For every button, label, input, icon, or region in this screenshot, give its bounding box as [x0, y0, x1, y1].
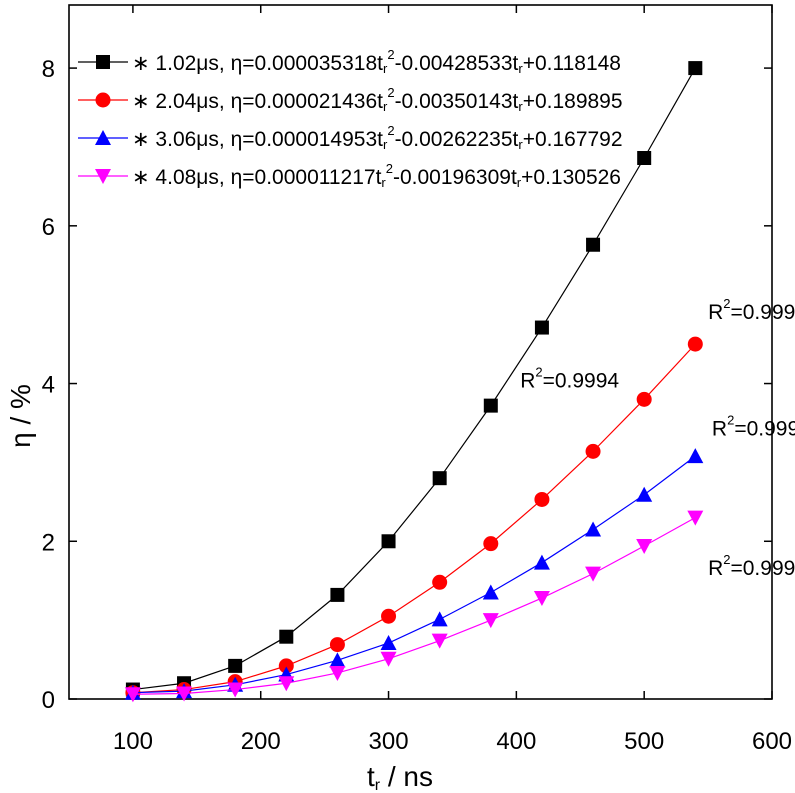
legend: ∗ 1.02μs, η=0.000035318tr2-0.00428533tr+…: [78, 47, 623, 190]
data-point: [330, 587, 345, 602]
data-point: [585, 566, 602, 582]
series-4: [124, 510, 704, 703]
legend-label: ∗ 2.04μs, η=0.000021436tr2-0.00350143tr+…: [132, 85, 623, 114]
x-tick-label: 600: [752, 728, 792, 755]
data-point: [687, 510, 704, 526]
data-point: [585, 521, 602, 537]
data-point: [636, 391, 652, 407]
legend-item: ∗ 1.02μs, η=0.000035318tr2-0.00428533tr+…: [78, 47, 621, 76]
y-tick-label: 0: [42, 687, 55, 714]
data-point: [278, 676, 295, 692]
data-point: [483, 398, 498, 413]
plot-frame: [68, 4, 773, 700]
legend-marker: [95, 169, 111, 184]
legend-item: ∗ 2.04μs, η=0.000021436tr2-0.00350143tr+…: [78, 85, 623, 114]
legend-item: ∗ 3.06μs, η=0.000014953tr2-0.00262235tr+…: [78, 123, 623, 152]
data-point: [431, 611, 448, 627]
data-point: [381, 608, 397, 624]
data-point: [482, 584, 499, 600]
data-point: [278, 658, 294, 674]
r-squared-annotation: R2=0.9996: [708, 296, 795, 324]
series-layer: [124, 61, 704, 703]
data-point: [380, 651, 397, 667]
data-point: [533, 591, 550, 607]
data-point: [482, 613, 499, 629]
series-line: [132, 455, 696, 694]
data-point: [381, 534, 396, 549]
x-tick-label: 100: [113, 728, 153, 755]
data-point: [534, 320, 549, 335]
legend-marker: [95, 130, 111, 145]
series-line: [132, 517, 696, 695]
series-3: [124, 448, 704, 700]
legend-marker: [95, 92, 111, 108]
r-squared-annotation: R2=0.9998: [708, 552, 795, 580]
x-tick-label: 300: [369, 728, 409, 755]
axis-labels: η / % tr / ns: [5, 384, 433, 793]
y-tick-label: 8: [42, 56, 55, 83]
data-point: [228, 658, 243, 673]
data-point: [124, 687, 141, 703]
axis-ticks: 100 200 300 400 500 600 0 2 4 6 8: [42, 5, 792, 755]
data-point: [329, 665, 346, 681]
data-point: [483, 536, 499, 552]
data-point: [688, 61, 703, 76]
legend-label: ∗ 3.06μs, η=0.000014953tr2-0.00262235tr+…: [132, 123, 623, 152]
data-point: [585, 443, 601, 459]
r-squared-annotation: R2=0.9994: [520, 364, 619, 392]
data-point: [636, 539, 653, 555]
series-line: [132, 67, 696, 691]
data-point: [432, 471, 447, 486]
annotations: R2=0.9994 R2=0.9996 R2=0.9997 R2=0.9998: [520, 296, 795, 580]
data-point: [279, 629, 294, 644]
data-point: [636, 486, 653, 502]
y-tick-label: 4: [42, 372, 55, 399]
data-point: [586, 237, 601, 252]
legend-label: ∗ 4.08μs, η=0.000011217tr2-0.00196309tr+…: [132, 161, 621, 190]
legend-marker: [96, 55, 110, 69]
data-point: [432, 574, 448, 590]
x-tick-label: 400: [496, 728, 536, 755]
data-point: [534, 491, 550, 507]
y-axis-label: η / %: [5, 384, 36, 448]
data-point: [329, 637, 345, 653]
legend-label: ∗ 1.02μs, η=0.000035318tr2-0.00428533tr+…: [132, 47, 621, 76]
x-tick-label: 200: [241, 728, 281, 755]
x-tick-label: 500: [624, 728, 664, 755]
x-axis-label: tr / ns: [367, 761, 433, 793]
data-point: [431, 633, 448, 649]
series-line: [132, 343, 696, 694]
data-point: [637, 150, 652, 165]
data-point: [329, 652, 346, 668]
y-tick-label: 2: [42, 529, 55, 556]
legend-item: ∗ 4.08μs, η=0.000011217tr2-0.00196309tr+…: [78, 161, 621, 190]
data-point: [687, 448, 704, 464]
y-tick-label: 6: [42, 214, 55, 241]
data-point: [687, 336, 703, 352]
data-point: [533, 554, 550, 570]
data-point: [227, 682, 244, 698]
data-point: [176, 686, 193, 702]
r-squared-annotation: R2=0.9997: [712, 413, 795, 441]
data-point: [380, 635, 397, 651]
